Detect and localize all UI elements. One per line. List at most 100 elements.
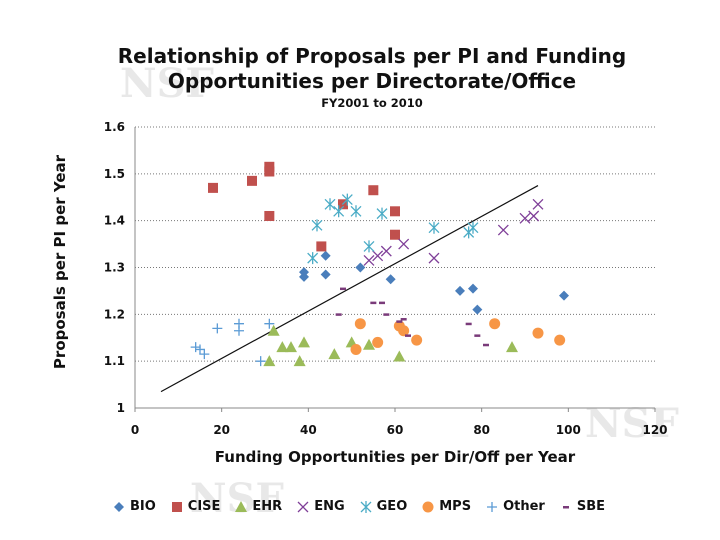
point-other bbox=[234, 325, 244, 336]
legend-item-ehr: EHR bbox=[234, 499, 282, 514]
legend-marker-cise bbox=[171, 501, 182, 512]
point-cise bbox=[390, 229, 400, 240]
point-bio bbox=[385, 274, 396, 285]
chart-title-line-1: Relationship of Proposals per PI and Fun… bbox=[117, 44, 627, 68]
point-eng bbox=[528, 210, 540, 222]
point-geo bbox=[307, 252, 319, 265]
point-geo bbox=[341, 193, 353, 206]
legend-label: CISE bbox=[187, 499, 221, 514]
point-eng bbox=[428, 252, 440, 264]
legend-label: ENG bbox=[314, 499, 345, 514]
legend-label: MPS bbox=[439, 499, 472, 514]
point-geo bbox=[324, 198, 336, 211]
legend-marker-shape bbox=[171, 501, 182, 512]
point-ehr bbox=[293, 355, 306, 367]
point-bio bbox=[299, 271, 309, 282]
legend-marker-bio bbox=[114, 501, 124, 512]
point-geo bbox=[428, 221, 440, 234]
y-tick-label: 1.2 bbox=[104, 307, 125, 321]
y-tick-label: 1.3 bbox=[104, 261, 125, 275]
point-sbe bbox=[483, 343, 489, 347]
point-sbe bbox=[400, 318, 407, 321]
legend-item-bio: BIO bbox=[112, 499, 156, 514]
trendline bbox=[160, 185, 539, 393]
point-bio bbox=[472, 304, 483, 315]
x-tick-label: 80 bbox=[473, 423, 490, 437]
point-eng bbox=[519, 212, 531, 224]
point-ehr bbox=[276, 341, 289, 353]
point-geo bbox=[350, 205, 362, 218]
point-geo bbox=[376, 207, 388, 220]
point-geo bbox=[467, 221, 479, 234]
x-tick-label: 0 bbox=[131, 423, 139, 437]
legend-marker-mps bbox=[422, 501, 434, 512]
point-cise bbox=[247, 175, 257, 186]
point-mps bbox=[532, 327, 544, 339]
point-cise bbox=[368, 185, 379, 196]
point-sbe bbox=[335, 313, 342, 316]
point-eng bbox=[363, 255, 375, 266]
point-ehr bbox=[328, 348, 341, 360]
point-cise bbox=[390, 206, 400, 217]
nsf-watermark-bottom-left: NSF bbox=[190, 475, 284, 522]
legend-marker-shape bbox=[562, 505, 569, 508]
point-eng bbox=[380, 245, 392, 257]
point-eng bbox=[372, 250, 384, 262]
point-mps bbox=[372, 336, 384, 348]
point-cise bbox=[264, 210, 275, 221]
point-ehr bbox=[298, 336, 310, 348]
point-ehr bbox=[393, 350, 406, 362]
point-cise bbox=[316, 241, 327, 252]
point-mps bbox=[554, 334, 566, 346]
point-bio bbox=[320, 269, 331, 280]
point-bio bbox=[355, 262, 366, 273]
point-sbe bbox=[474, 334, 481, 337]
chart-title-line-2: Opportunities per Directorate/Office bbox=[167, 69, 577, 93]
y-tick-label: 1.6 bbox=[104, 120, 125, 134]
x-axis-label: Funding Opportunities per Dir/Off per Ye… bbox=[214, 448, 576, 466]
legend-marker-other bbox=[487, 501, 498, 512]
legend-item-other: Other bbox=[485, 499, 545, 514]
x-tick-label: 40 bbox=[300, 423, 317, 437]
point-other bbox=[190, 342, 201, 353]
point-cise bbox=[264, 166, 275, 177]
legend-item-cise: CISE bbox=[170, 499, 221, 514]
x-tick-label: 60 bbox=[387, 423, 404, 437]
legend: BIO CISE EHR ENG GEO MPS Other SBE bbox=[112, 499, 619, 514]
chart-subtitle: FY2001 to 2010 bbox=[321, 96, 423, 110]
point-eng bbox=[398, 238, 410, 250]
legend-marker-eng bbox=[297, 501, 309, 512]
legend-marker-shape bbox=[487, 501, 498, 512]
point-sbe bbox=[396, 320, 403, 323]
point-other bbox=[264, 318, 275, 329]
legend-marker-sbe bbox=[562, 505, 569, 508]
point-eng bbox=[497, 224, 509, 236]
point-cise bbox=[208, 182, 218, 193]
legend-label: GEO bbox=[376, 499, 408, 514]
point-sbe bbox=[465, 322, 472, 326]
point-mps bbox=[398, 325, 410, 337]
legend-label: BIO bbox=[130, 499, 156, 514]
legend-item-eng: ENG bbox=[296, 499, 345, 514]
x-tick-label: 20 bbox=[213, 423, 230, 437]
point-eng bbox=[532, 198, 544, 210]
point-ehr bbox=[263, 355, 276, 367]
legend-marker-shape bbox=[235, 500, 248, 512]
point-geo bbox=[363, 240, 375, 253]
x-tick-label: 100 bbox=[556, 423, 581, 437]
point-sbe bbox=[379, 301, 385, 305]
y-tick-label: 1.4 bbox=[104, 214, 125, 228]
point-ehr bbox=[363, 338, 375, 350]
legend-item-geo: GEO bbox=[359, 499, 408, 514]
legend-marker-geo bbox=[360, 500, 372, 513]
legend-marker-shape bbox=[114, 501, 124, 512]
point-geo bbox=[311, 219, 323, 232]
x-tick-label: 120 bbox=[642, 423, 667, 437]
point-ehr bbox=[267, 324, 280, 336]
legend-item-mps: MPS bbox=[421, 499, 471, 514]
point-bio bbox=[455, 285, 465, 296]
point-sbe bbox=[405, 334, 411, 337]
nsf-watermark-top: NSF bbox=[120, 60, 214, 107]
